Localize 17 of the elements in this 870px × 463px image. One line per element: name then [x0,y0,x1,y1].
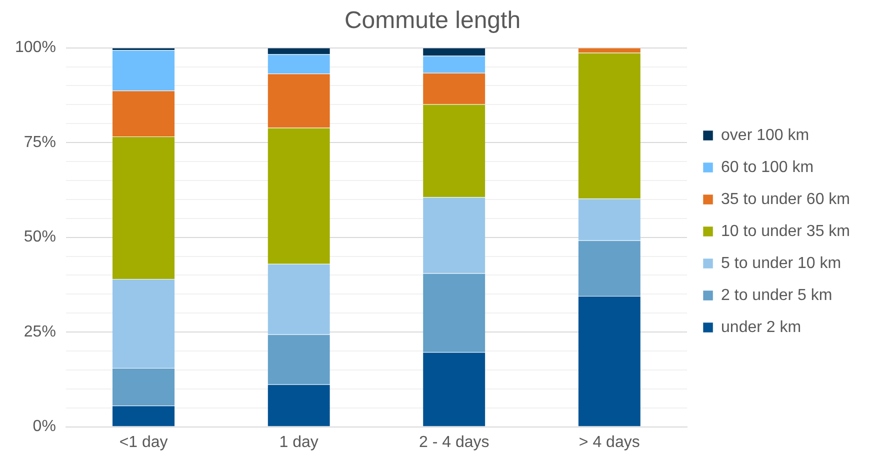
y-tick-label: 75% [24,134,56,151]
x-tick-label: > 4 days [578,434,640,451]
y-tick-label: 0% [32,418,56,436]
legend-label: 35 to under 60 km [721,190,850,208]
y-tick-label: 25% [24,323,56,340]
legend-label: 10 to under 35 km [721,222,850,240]
x-tick-label: 1 day [279,434,318,451]
y-tick-label: 50% [24,228,56,246]
x-tick-label: 2 - 4 days [418,434,490,451]
legend-label: under 2 km [721,318,802,336]
legend-label: over 100 km [721,126,810,144]
legend-label: 2 to under 5 km [721,286,832,304]
chart-title: Commute length [344,7,521,34]
legend-label: 5 to under 10 km [721,254,842,272]
y-tick-label: 100% [15,39,56,56]
legend-label: 60 to 100 km [721,158,814,176]
x-tick-label: <1 day [119,434,168,451]
